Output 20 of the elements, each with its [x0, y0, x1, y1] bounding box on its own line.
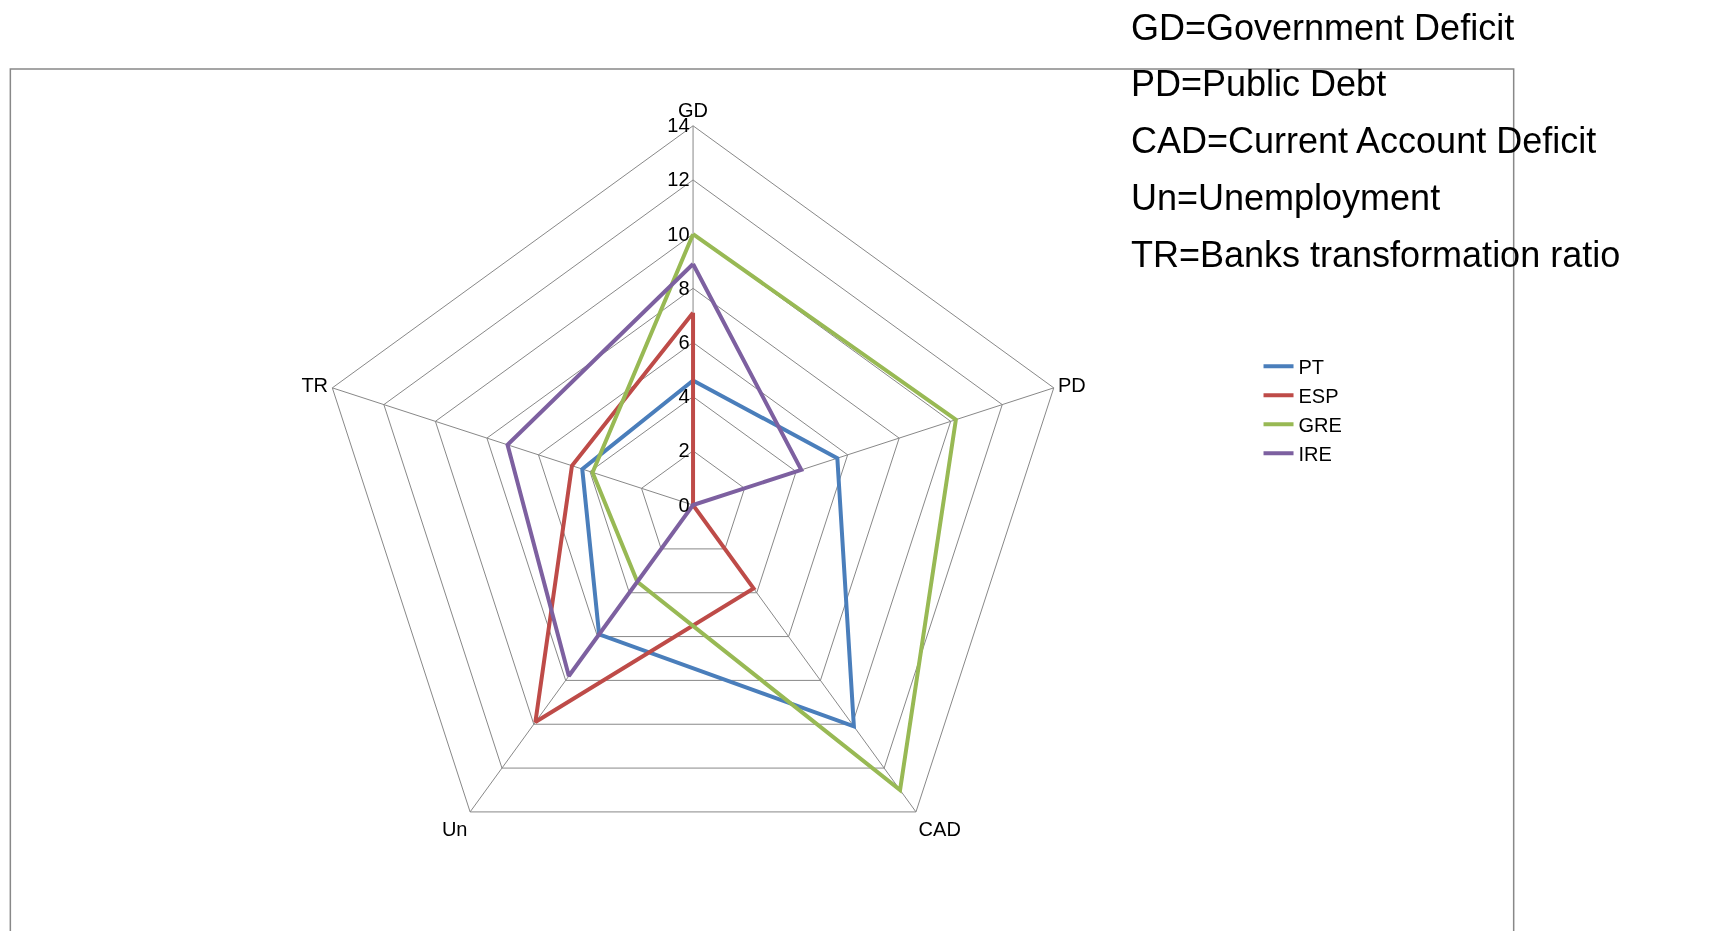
text: TR=Banks transformation ratio: [1131, 234, 1621, 275]
spoke-label: Un: [441, 817, 468, 840]
legend-label: PT: [1298, 355, 1325, 378]
spoke-label: PD: [1058, 373, 1086, 396]
y-tick-label: 10: [667, 222, 690, 245]
text: GD=Government Deficit: [1131, 7, 1515, 48]
spoke-label: CAD: [918, 817, 961, 840]
y-tick-label: 2: [678, 439, 690, 462]
text: PD=Public Debt: [1131, 63, 1387, 104]
text: Un=Unemployment: [1131, 177, 1441, 218]
text: CAD=Current Account Deficit: [1131, 120, 1597, 161]
y-tick-label: 6: [678, 331, 690, 354]
legend-label: GRE: [1298, 413, 1342, 436]
legend-label: ESP: [1298, 384, 1339, 407]
y-tick-label: 12: [667, 168, 690, 191]
y-tick-label: 4: [678, 385, 690, 408]
y-tick-label: 8: [678, 276, 690, 299]
spoke-label: TR: [301, 373, 329, 396]
legend-label: IRE: [1298, 442, 1332, 465]
y-tick-label: 0: [678, 493, 690, 516]
